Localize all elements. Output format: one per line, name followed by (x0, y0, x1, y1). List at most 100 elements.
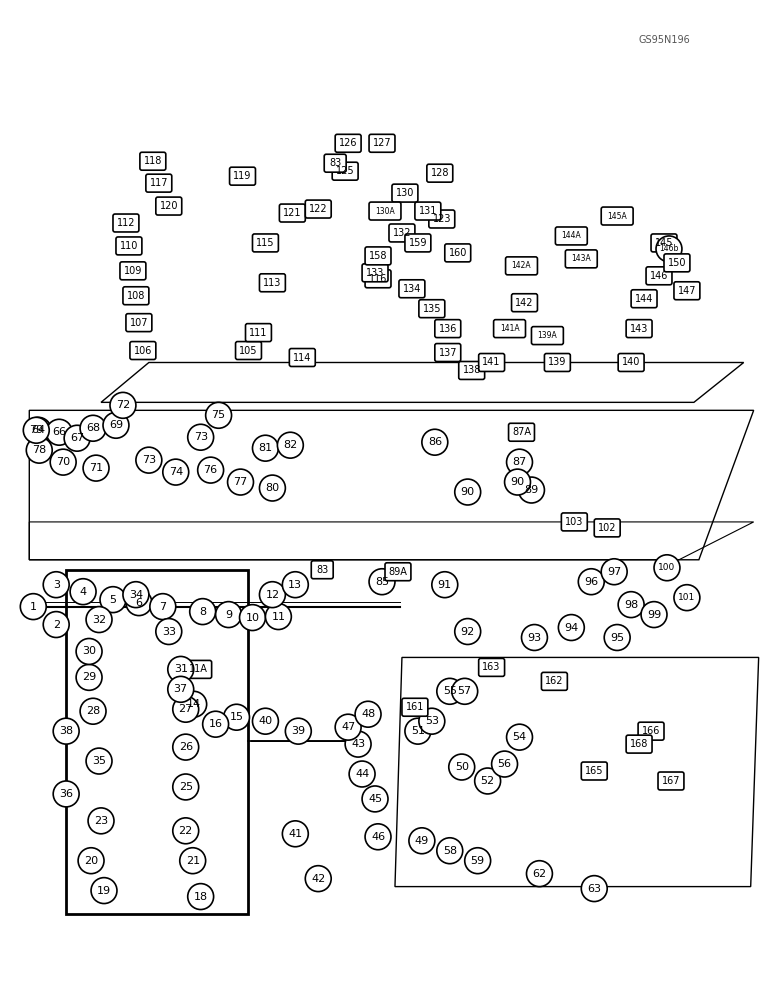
Text: 137: 137 (438, 348, 457, 358)
Text: 34: 34 (129, 590, 143, 600)
Text: 97: 97 (607, 567, 621, 577)
Circle shape (80, 698, 106, 724)
Text: 8: 8 (199, 607, 206, 617)
FancyBboxPatch shape (435, 320, 461, 338)
Text: 134: 134 (403, 284, 421, 294)
Text: 22: 22 (178, 826, 193, 836)
Circle shape (432, 572, 458, 598)
Text: 102: 102 (598, 523, 617, 533)
Text: 143: 143 (630, 324, 648, 334)
Text: 32: 32 (92, 615, 106, 625)
Text: 100: 100 (659, 563, 676, 572)
Text: 162: 162 (545, 676, 564, 686)
Circle shape (50, 449, 76, 475)
Text: 98: 98 (624, 600, 638, 610)
FancyBboxPatch shape (428, 210, 455, 228)
Text: 85: 85 (375, 577, 389, 587)
Circle shape (286, 718, 311, 744)
Text: 86: 86 (428, 437, 442, 447)
Text: 67: 67 (70, 433, 84, 443)
Circle shape (136, 447, 162, 473)
Text: 125: 125 (336, 166, 354, 176)
FancyBboxPatch shape (512, 294, 537, 312)
Text: 49: 49 (415, 836, 429, 846)
FancyBboxPatch shape (126, 314, 152, 332)
Circle shape (452, 678, 478, 704)
Text: 161: 161 (406, 702, 424, 712)
Text: 109: 109 (124, 266, 142, 276)
Text: 36: 36 (59, 789, 73, 799)
Text: 95: 95 (610, 633, 625, 643)
Text: 79: 79 (29, 425, 43, 435)
Circle shape (205, 402, 232, 428)
Text: 92: 92 (461, 627, 475, 637)
FancyBboxPatch shape (235, 342, 262, 360)
Circle shape (78, 848, 104, 874)
Text: 77: 77 (233, 477, 248, 487)
FancyBboxPatch shape (259, 274, 286, 292)
Text: 142A: 142A (512, 261, 531, 270)
Text: 163: 163 (482, 662, 501, 672)
Text: 50: 50 (455, 762, 469, 772)
Text: 167: 167 (662, 776, 680, 786)
Circle shape (25, 417, 51, 443)
Text: 83: 83 (329, 158, 341, 168)
Circle shape (455, 479, 481, 505)
FancyBboxPatch shape (365, 247, 391, 265)
Text: 94: 94 (564, 623, 578, 633)
Text: 135: 135 (422, 304, 441, 314)
Circle shape (150, 594, 176, 620)
Text: 115: 115 (256, 238, 275, 248)
Circle shape (581, 876, 608, 902)
FancyBboxPatch shape (369, 202, 401, 220)
Circle shape (674, 585, 700, 611)
Text: 168: 168 (630, 739, 648, 749)
Circle shape (173, 774, 198, 800)
Circle shape (409, 828, 435, 854)
Circle shape (465, 848, 491, 874)
Bar (66, 570, 249, 914)
Circle shape (519, 477, 544, 503)
Text: 12: 12 (266, 590, 279, 600)
Text: 57: 57 (458, 686, 472, 696)
FancyBboxPatch shape (369, 134, 395, 152)
Circle shape (168, 676, 194, 702)
Text: 166: 166 (642, 726, 660, 736)
Circle shape (618, 592, 644, 618)
Circle shape (349, 761, 375, 787)
Text: 87A: 87A (512, 427, 531, 437)
Circle shape (91, 878, 117, 904)
Text: 19: 19 (97, 886, 111, 896)
Text: 64: 64 (31, 425, 46, 435)
Circle shape (455, 619, 481, 644)
Text: 21: 21 (185, 856, 200, 866)
Circle shape (46, 419, 72, 445)
Circle shape (437, 838, 462, 864)
FancyBboxPatch shape (506, 257, 537, 275)
Circle shape (449, 754, 475, 780)
Text: 90: 90 (510, 477, 525, 487)
Text: 143A: 143A (571, 254, 591, 263)
Text: 6: 6 (135, 598, 142, 608)
FancyBboxPatch shape (509, 423, 534, 441)
Text: 25: 25 (178, 782, 193, 792)
Circle shape (70, 579, 96, 605)
Circle shape (126, 590, 152, 616)
Text: 103: 103 (565, 517, 584, 527)
Circle shape (64, 425, 90, 451)
Text: 150: 150 (668, 258, 686, 268)
Text: 68: 68 (86, 423, 100, 433)
Circle shape (362, 786, 388, 812)
FancyBboxPatch shape (156, 197, 181, 215)
Text: 53: 53 (425, 716, 438, 726)
Text: 26: 26 (178, 742, 193, 752)
FancyBboxPatch shape (290, 349, 315, 366)
Circle shape (215, 602, 242, 628)
Text: 63: 63 (587, 884, 601, 894)
FancyBboxPatch shape (594, 519, 620, 537)
Text: 37: 37 (174, 684, 188, 694)
Text: 141A: 141A (499, 324, 520, 333)
Text: GS95N196: GS95N196 (638, 35, 690, 45)
FancyBboxPatch shape (479, 658, 505, 676)
Circle shape (266, 604, 291, 630)
